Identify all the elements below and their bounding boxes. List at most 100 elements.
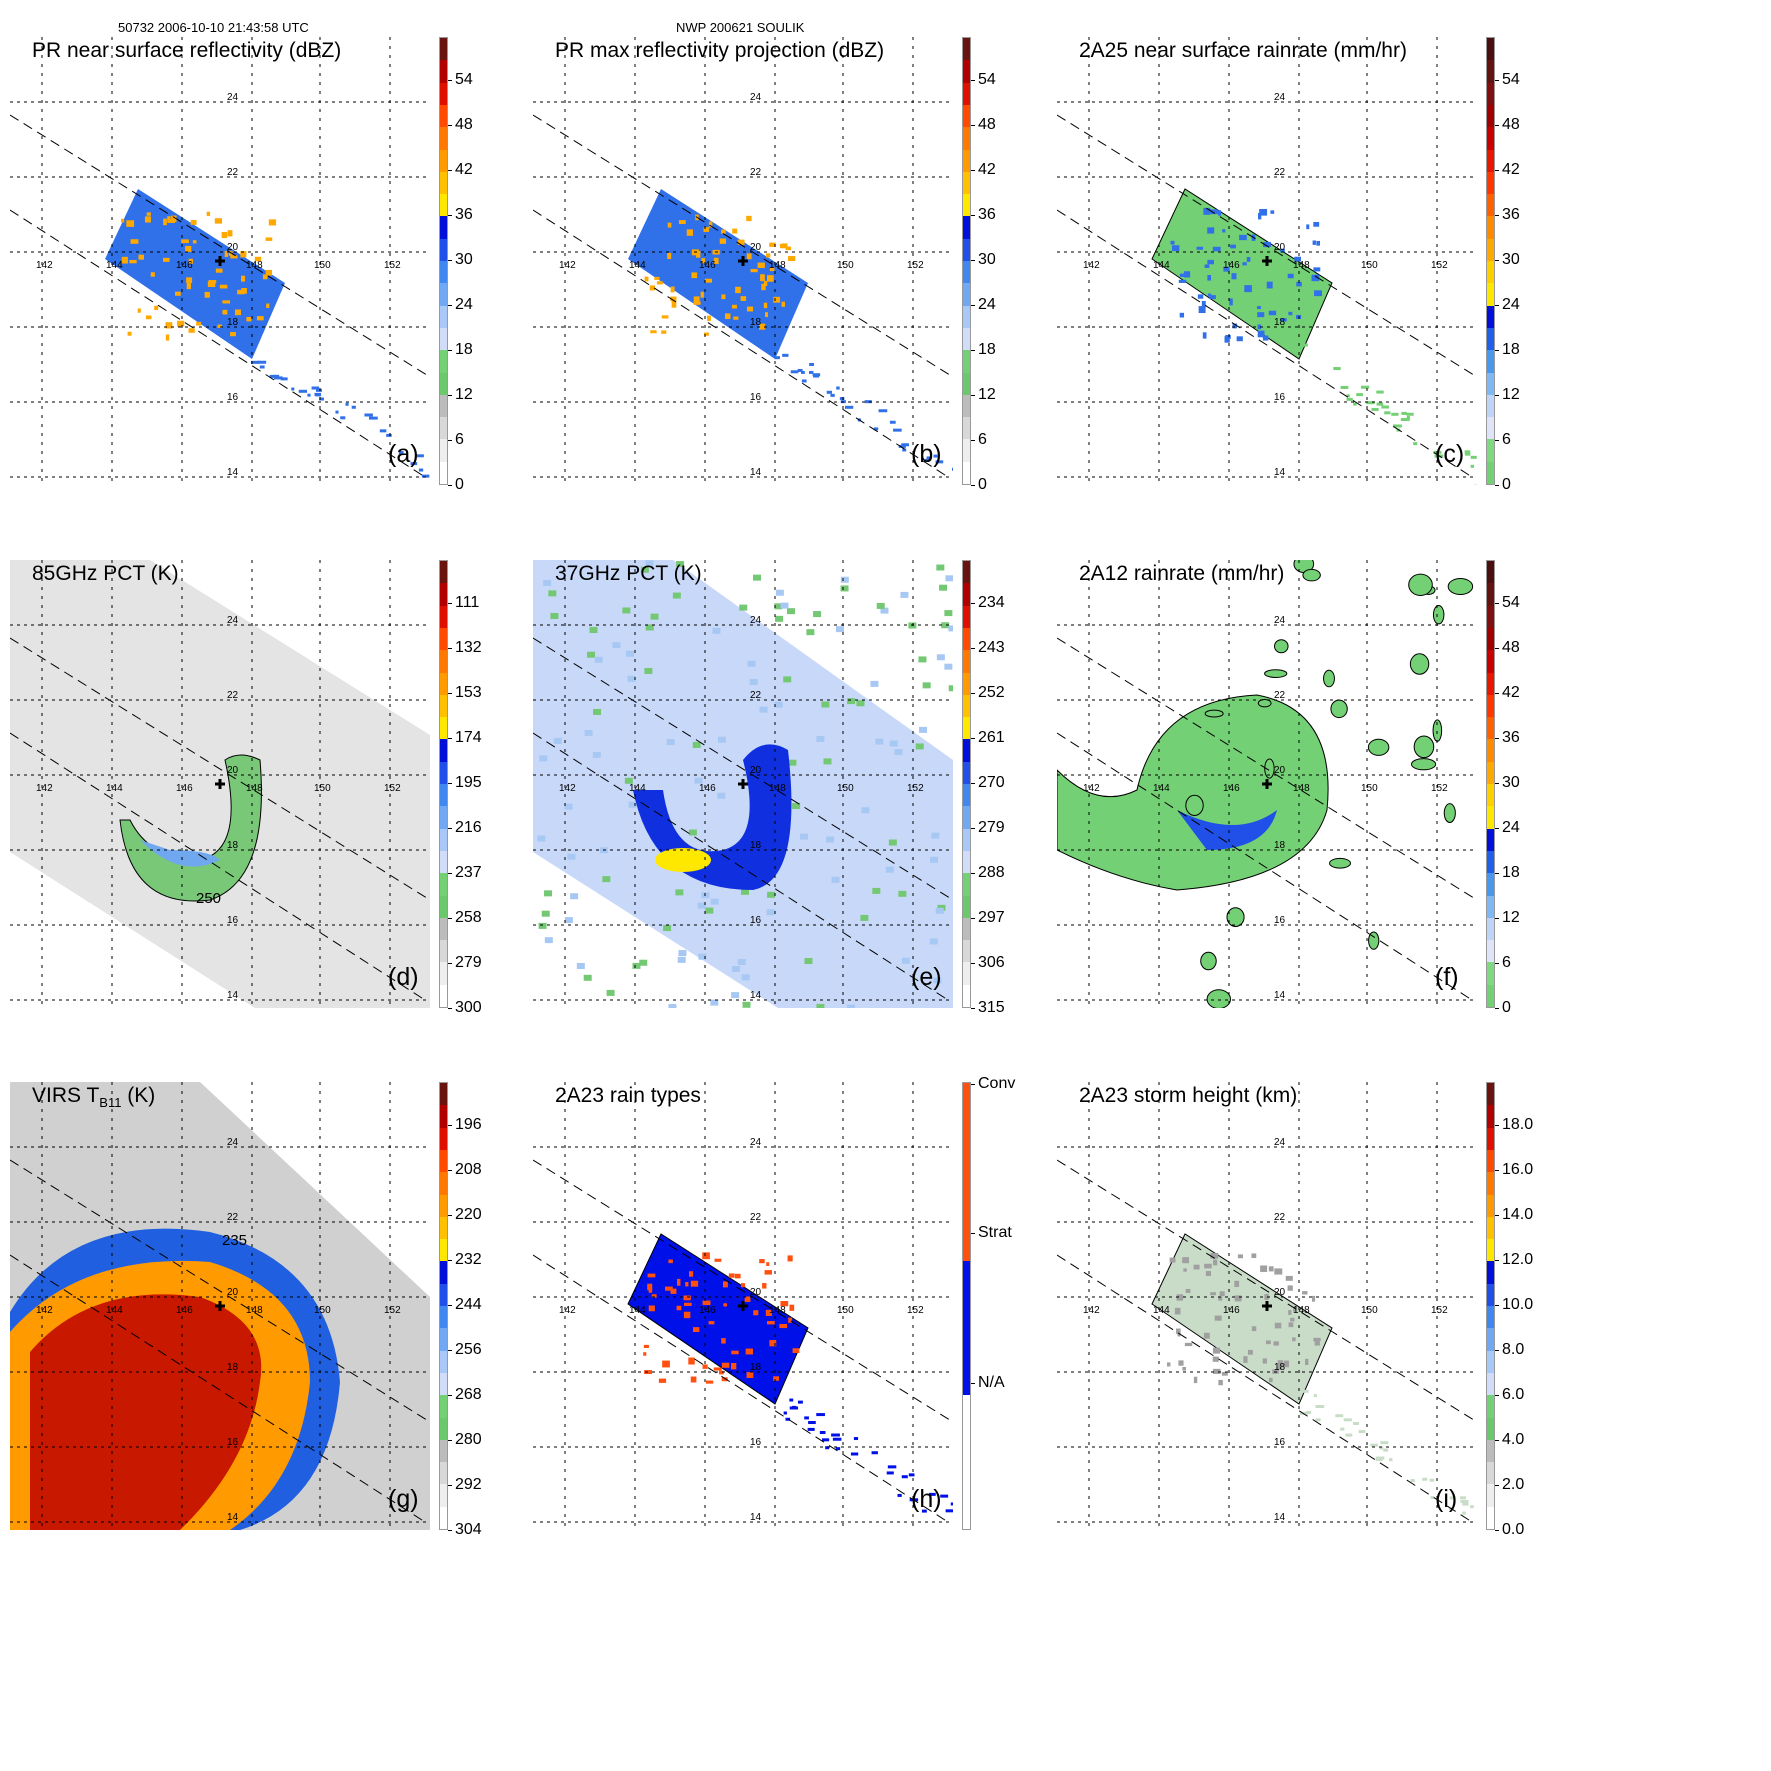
field-pixel: [831, 876, 840, 883]
field-pixel: [804, 957, 813, 964]
rain-pixel: [1218, 1296, 1223, 1301]
lat-label: 22: [1274, 167, 1286, 178]
rain-pixel: [379, 429, 387, 433]
rain-pixel: [1393, 424, 1402, 428]
field-pixel: [930, 856, 939, 863]
lon-label: 142: [1083, 260, 1100, 271]
field-pixel: [628, 801, 637, 808]
rain-pixel: [1230, 244, 1236, 249]
rain-pixel: [933, 454, 938, 458]
colorbar-tick-label: 261: [971, 729, 1005, 746]
colorbar-segment: [440, 327, 447, 351]
rain-pixel: [165, 334, 170, 341]
rain-pixel: [138, 254, 145, 260]
colorbar-tick-label: 48: [448, 116, 473, 133]
colorbar-tick-label: 132: [448, 639, 482, 656]
colorbar-segment: [1487, 672, 1494, 695]
pr-rain-area: [1151, 1233, 1333, 1405]
field-pixel: [900, 591, 909, 598]
rain-pixel: [676, 1305, 682, 1311]
rain-pixel: [785, 246, 792, 251]
rain-pixel: [831, 1433, 840, 1437]
panel-g: 142 144 146 148 150 152 24 22 20 18 16 14 VIRS TB11 …: [10, 1082, 530, 1552]
panel-title: 85GHz PCT (K): [32, 562, 179, 586]
rain-pixel: [750, 268, 758, 273]
rain-pixel: [735, 1273, 741, 1279]
lon-label: 152: [1431, 260, 1448, 271]
rain-pixel: [779, 1324, 788, 1329]
colorbar-segment: [963, 1172, 970, 1195]
rain-pixel: [789, 1304, 795, 1311]
panel-h: 142 144 146 148 150 152 24 22 20 18 16 14 2A23 rain …: [533, 1075, 1053, 1552]
field-pixel: [816, 735, 825, 742]
rain-pixel: [1239, 234, 1247, 241]
rain-pixel: [268, 219, 277, 226]
rain-pixel: [801, 379, 807, 383]
rain-pixel: [1346, 394, 1350, 398]
colorbar-tick-label: 42: [448, 161, 473, 178]
swath-edge-line: [10, 114, 430, 378]
rain-pixel: [714, 1258, 722, 1262]
colorbar-segment: [963, 305, 970, 328]
rain-pixel: [690, 1280, 699, 1287]
rain-pixel: [1182, 1257, 1190, 1264]
pr-rain-area: [628, 189, 808, 359]
rain-pixel: [1356, 393, 1363, 397]
panel-title: 2A12 rainrate (mm/hr): [1079, 562, 1284, 586]
rain-pixel: [1379, 1446, 1384, 1450]
field-pixel: [889, 740, 898, 747]
rain-pixel: [886, 1471, 894, 1475]
rain-pixel: [1391, 412, 1399, 416]
map-plot: [10, 37, 430, 485]
lat-label: 14: [750, 1512, 762, 1523]
rain-pixel: [1401, 411, 1407, 415]
field-pixel: [752, 574, 761, 581]
rain-pixel: [708, 1321, 715, 1325]
field-pixel: [731, 992, 740, 999]
rain-pixel: [1406, 415, 1410, 419]
rain-pixel: [746, 1372, 754, 1379]
colorbar-tick-label: 0: [1495, 476, 1511, 493]
colorbar-segment: [440, 439, 447, 462]
panel-b: 142 144 146 148 150 152 24 22 20 18 16 14 PR max ref…: [533, 37, 1053, 507]
rain-pixel: [1193, 1376, 1198, 1384]
lon-label: 148: [769, 783, 786, 794]
rain-pixel: [664, 1286, 673, 1291]
lat-label: 20: [227, 242, 239, 253]
colorbar-segment: [963, 850, 970, 874]
contour-label: 235: [222, 1232, 248, 1249]
rain-pixel: [816, 1413, 825, 1417]
rain-pixel: [1176, 1328, 1181, 1334]
rain-pixel: [668, 1259, 673, 1264]
rain-pixel: [1246, 257, 1251, 262]
rain-pixel: [1315, 1404, 1325, 1408]
colorbar-tick-label: 315: [971, 999, 1005, 1016]
colorbar-tick-label: 8.0: [1494, 1341, 1525, 1358]
rain-pixel: [769, 267, 775, 272]
rain-pixel: [129, 259, 137, 264]
rain-pixel: [1311, 274, 1320, 282]
rain-pixel: [150, 272, 155, 277]
field-pixel: [583, 974, 592, 981]
colorbar-tick-label: 12: [971, 386, 996, 403]
rain-pixel: [1360, 385, 1370, 389]
colorbar-segment: [1487, 60, 1494, 83]
rain-pixel: [311, 386, 320, 390]
colorbar-segment: [440, 761, 447, 785]
colorbar-segment: [963, 171, 970, 195]
lon-label: 142: [36, 783, 53, 794]
rain-pixel: [190, 220, 197, 225]
panel-title: VIRS TB11 (K): [32, 1084, 155, 1110]
rain-pixel: [120, 218, 125, 223]
rain-pixel: [839, 397, 845, 401]
rain-pixel: [1462, 1502, 1469, 1506]
colorbar-segment: [440, 650, 447, 673]
rain-pixel: [1214, 1315, 1222, 1321]
panel-letter: (h): [911, 1485, 942, 1513]
lat-label: 24: [750, 1137, 762, 1148]
colorbar-segment: [440, 583, 447, 606]
rain-pixel: [685, 1281, 689, 1287]
rain-pixel: [780, 1300, 789, 1307]
colorbar-segment: [963, 984, 970, 1007]
panel-title: 37GHz PCT (K): [555, 562, 702, 586]
